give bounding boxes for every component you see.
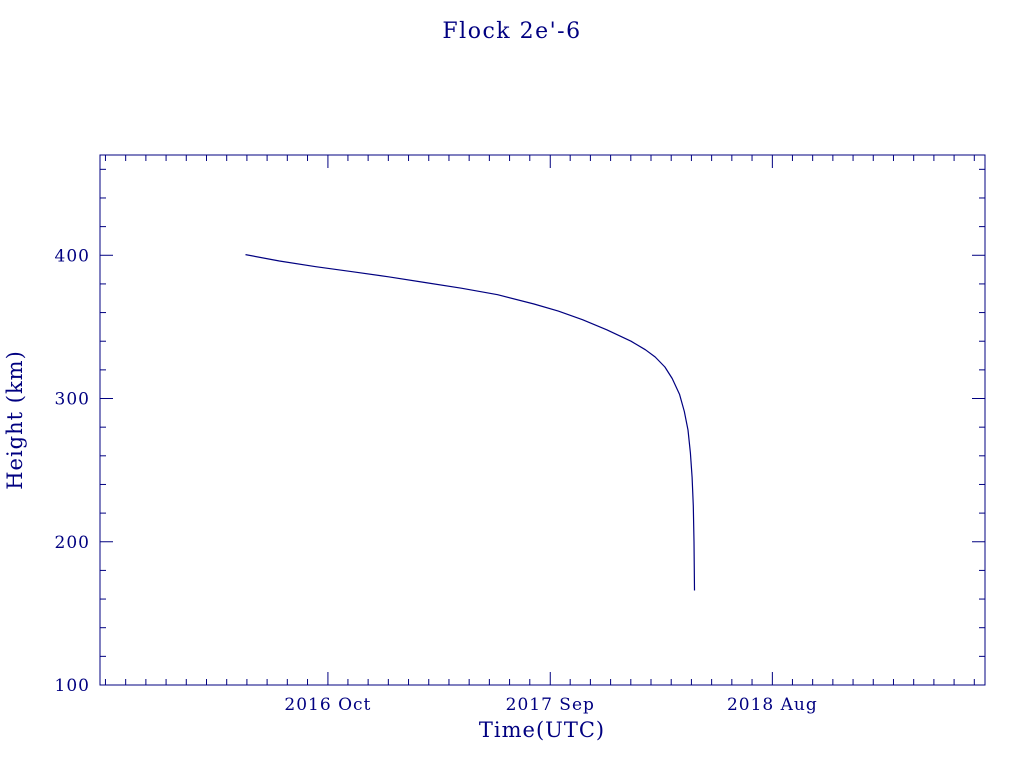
plot-box: [99, 154, 986, 686]
y-tick-label: 300: [55, 390, 90, 410]
axes: 2016 Oct 2017 Sep 2018 Aug 100 200 300 400: [55, 154, 986, 715]
y-tick-label: 200: [55, 533, 90, 553]
data-series: [245, 254, 696, 591]
chart-title: Flock 2e'-6: [442, 19, 581, 44]
x-tick-label: 2018 Aug: [727, 695, 818, 715]
x-axis-label: Time(UTC): [479, 718, 605, 742]
x-tick-label: 2017 Sep: [506, 695, 595, 715]
y-axis-label: Height (km): [3, 350, 27, 490]
height-curve: [245, 254, 696, 591]
x-tick-label: 2016 Oct: [284, 695, 371, 715]
y-tick-label: 100: [55, 676, 90, 696]
y-tick-label: 400: [55, 246, 90, 266]
